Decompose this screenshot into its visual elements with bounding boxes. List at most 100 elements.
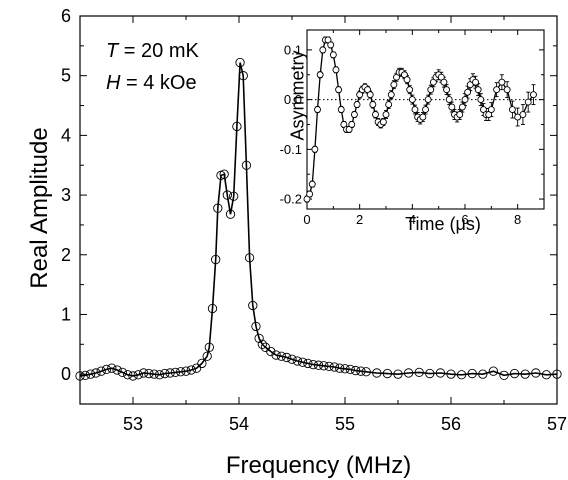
- main-data-point: [144, 368, 154, 379]
- inset-x-axis-label-prefix: Time (: [405, 214, 456, 234]
- main-data-point: [91, 368, 101, 378]
- inset-y-tick-label: -0.1: [280, 142, 302, 157]
- inset-y-tick-label: -0.2: [280, 192, 302, 207]
- inset-plot-frame: [306, 29, 545, 210]
- inset-data-point: [424, 96, 432, 104]
- inset-data-point: [382, 111, 390, 118]
- inset-data-point: [498, 78, 506, 86]
- main-data-point: [335, 363, 345, 373]
- inset-data-point: [419, 113, 427, 121]
- main-data-point: [204, 342, 214, 352]
- inset-data-point: [411, 106, 419, 114]
- main-data-point: [257, 339, 267, 349]
- main-data-point: [123, 370, 133, 380]
- main-data-point: [414, 367, 424, 378]
- main-data-point: [488, 366, 499, 376]
- main-data-point: [117, 367, 128, 378]
- main-data-point: [75, 371, 85, 381]
- main-data-point: [197, 358, 207, 369]
- inset-data-point: [464, 88, 472, 96]
- main-data-point: [176, 367, 186, 377]
- inset-data-point: [530, 91, 537, 99]
- main-data-point: [207, 303, 218, 314]
- inset-x-tick-label: 4: [409, 212, 416, 227]
- main-data-point: [382, 368, 393, 379]
- main-data-point: [329, 362, 340, 372]
- main-data-point: [181, 366, 191, 376]
- inset-data-point: [408, 96, 416, 104]
- main-data-point: [254, 333, 264, 343]
- main-y-tick-label: 6: [61, 6, 71, 26]
- inset-data-point: [385, 101, 393, 109]
- annotation-temperature: T = 20 mK: [106, 40, 199, 63]
- inset-data-point: [387, 91, 395, 99]
- main-plot-frame: [79, 15, 558, 405]
- inset-data-point: [329, 51, 337, 59]
- main-x-axis-label: Frequency (MHz): [225, 452, 412, 479]
- main-data-point: [271, 350, 281, 360]
- main-data-point: [276, 351, 287, 361]
- main-data-point: [107, 363, 117, 373]
- inset-data-point: [306, 190, 314, 198]
- main-data-point: [303, 358, 313, 369]
- main-data-point: [211, 254, 221, 265]
- inset-data-point: [372, 111, 379, 118]
- inset-data-point: [319, 46, 327, 54]
- main-data-point: [85, 369, 96, 379]
- main-data-point: [96, 366, 106, 376]
- main-data-point: [324, 361, 334, 372]
- main-data-point: [266, 346, 276, 357]
- inset-data-point: [487, 106, 495, 114]
- main-data-point: [531, 368, 541, 378]
- main-data-point: [425, 368, 435, 379]
- inset-x-tick-label: 2: [356, 212, 363, 227]
- inset-data-point: [456, 111, 464, 118]
- main-data-point: [248, 300, 258, 311]
- main-data-point: [372, 368, 382, 378]
- main-y-axis-label: Real Amplitude: [26, 127, 53, 289]
- inset-data-point: [461, 96, 469, 104]
- main-data-point: [520, 369, 530, 379]
- main-data-point: [446, 369, 456, 379]
- inset-data-point: [472, 78, 479, 86]
- inset-data-point: [427, 86, 435, 94]
- main-data-point: [160, 368, 170, 379]
- inset-data-point: [369, 101, 377, 109]
- inset-data-point: [390, 81, 398, 89]
- main-data-point: [112, 365, 122, 375]
- inset-data-point: [311, 145, 319, 153]
- main-data-point: [313, 360, 324, 370]
- main-data-point: [165, 368, 175, 378]
- main-data-point: [552, 369, 562, 379]
- main-data-point: [186, 365, 196, 375]
- main-data-point: [541, 370, 552, 380]
- main-x-tick-label: 56: [441, 414, 461, 434]
- main-data-point: [101, 364, 112, 375]
- inset-data-point: [422, 106, 429, 114]
- main-data-point: [133, 370, 143, 380]
- main-data-point: [435, 368, 446, 378]
- main-data-point: [225, 209, 236, 219]
- main-data-point: [170, 367, 181, 378]
- main-data-point: [241, 160, 252, 170]
- main-data-point: [80, 370, 90, 380]
- main-data-point: [403, 368, 414, 378]
- inset-data-point: [448, 103, 456, 111]
- inset-data-point: [337, 106, 345, 114]
- main-data-point: [478, 369, 488, 379]
- main-data-point: [235, 57, 245, 68]
- main-data-point: [350, 365, 361, 376]
- inset-data-point: [403, 76, 411, 84]
- inset-data-point: [308, 180, 316, 188]
- main-x-tick-label: 57: [547, 414, 567, 434]
- inset-data-point: [379, 118, 387, 126]
- inset-x-axis-label-unit: μs: [455, 214, 475, 234]
- inset-data-point: [327, 41, 335, 49]
- main-data-point: [213, 203, 223, 213]
- main-y-tick-label: 2: [61, 245, 71, 265]
- main-data-point: [244, 253, 255, 263]
- inset-y-tick-label: 0.1: [284, 42, 302, 57]
- main-data-point: [222, 190, 232, 200]
- annotation-field-text: = 4 kOe: [120, 72, 197, 94]
- inset-data-point: [406, 86, 414, 94]
